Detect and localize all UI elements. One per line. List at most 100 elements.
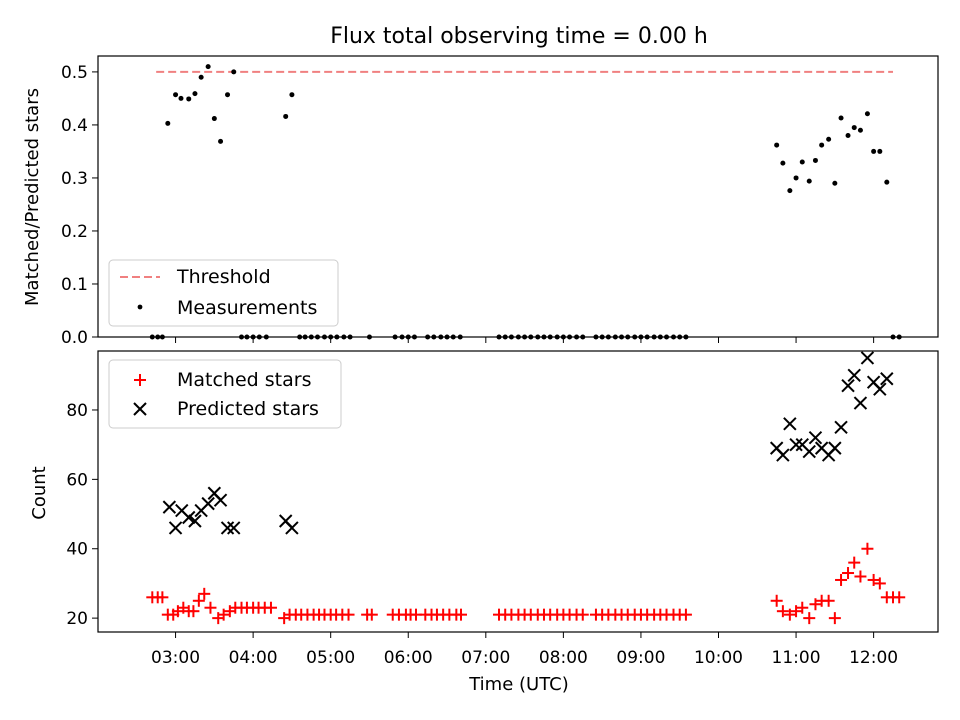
predicted-star-point bbox=[847, 368, 861, 382]
predicted-star-point bbox=[834, 420, 848, 435]
count-legend: Matched stars Predicted stars bbox=[108, 359, 342, 429]
matched-star-point bbox=[187, 605, 200, 618]
matched-star-point bbox=[217, 608, 230, 621]
x-tick-label: 03:00 bbox=[151, 648, 200, 668]
measurement-point bbox=[871, 148, 877, 154]
count-plot-panel: 20 40 60 80 03:00 04:00 05:00 06:00 07:00 08:00 0… bbox=[29, 350, 939, 695]
x-tick-label: 12:00 bbox=[849, 648, 898, 668]
measurement-point bbox=[165, 120, 171, 126]
count-y-tick-label: 80 bbox=[66, 401, 88, 421]
measurement-point bbox=[218, 138, 224, 144]
measurement-point bbox=[812, 157, 818, 163]
predicted-star-point bbox=[168, 521, 183, 535]
x-tick-label: 10:00 bbox=[694, 648, 743, 668]
count-y-tick-label: 20 bbox=[66, 609, 88, 629]
measurement-point bbox=[205, 64, 211, 70]
matched-star-point bbox=[828, 612, 841, 625]
predicted-star-point bbox=[789, 437, 803, 452]
legend-matched-label: Matched stars bbox=[177, 369, 311, 391]
measurement-point bbox=[884, 179, 890, 185]
predicted-star-point bbox=[783, 417, 797, 431]
measurement-point bbox=[198, 74, 204, 80]
measurement-point bbox=[780, 160, 786, 166]
measurement-point bbox=[178, 95, 184, 101]
matched-star-point bbox=[770, 594, 783, 607]
measurement-point bbox=[864, 111, 870, 117]
ratio-y-axis-label: Matched/Predicted stars bbox=[22, 88, 43, 306]
measurement-point bbox=[225, 92, 231, 98]
measurement-point bbox=[173, 92, 179, 98]
ratio-y-tick-label: 0.2 bbox=[61, 222, 88, 242]
matched-star-point bbox=[198, 587, 211, 600]
measurement-point bbox=[289, 92, 295, 98]
measurement-point bbox=[186, 96, 192, 102]
matched-star-point bbox=[848, 556, 861, 569]
x-tick-label: 07:00 bbox=[461, 648, 510, 668]
legend-measurements-swatch bbox=[137, 304, 143, 310]
x-tick-label: 11:00 bbox=[772, 648, 821, 668]
predicted-star-point bbox=[162, 500, 177, 514]
legend-measurements-label: Measurements bbox=[177, 297, 317, 319]
predicted-star-point bbox=[802, 444, 816, 459]
predicted-star-point bbox=[776, 448, 790, 462]
predicted-star-point bbox=[201, 496, 215, 511]
legend-matched-swatch bbox=[134, 374, 146, 386]
ratio-y-tick-label: 0.4 bbox=[61, 116, 88, 136]
ratio-y-tick-label: 0.1 bbox=[61, 275, 88, 295]
predicted-star-point bbox=[213, 493, 228, 507]
predicted-star-point bbox=[220, 521, 235, 535]
matched-star-point bbox=[264, 601, 277, 614]
predicted-star-point bbox=[873, 382, 887, 396]
ratio-legend: Threshold Measurements bbox=[108, 259, 339, 327]
x-tick-label: 09:00 bbox=[616, 648, 665, 668]
matched-star-point bbox=[854, 570, 867, 583]
legend-predicted-swatch bbox=[133, 402, 147, 416]
predicted-star-point bbox=[182, 510, 196, 525]
ratio-plot-frame bbox=[97, 55, 939, 338]
count-y-tick-label: 40 bbox=[66, 540, 88, 560]
matched-star-point bbox=[867, 573, 880, 586]
legend-threshold-label: Threshold bbox=[176, 266, 271, 288]
x-tick-label: 06:00 bbox=[384, 648, 433, 668]
measurement-point bbox=[845, 133, 851, 139]
measurement-point bbox=[806, 178, 812, 184]
measurement-point bbox=[832, 180, 838, 186]
measurement-point bbox=[826, 136, 832, 142]
measurement-point bbox=[851, 125, 857, 131]
measurement-point bbox=[787, 188, 793, 194]
x-axis-label: Time (UTC) bbox=[468, 674, 569, 695]
ratio-plot-panel: 0.0 0.1 0.2 0.3 0.4 0.5 Matched/Predicted sta… bbox=[22, 55, 939, 348]
predicted-star-point bbox=[188, 514, 202, 528]
measurement-point bbox=[793, 175, 799, 181]
measurement-point bbox=[877, 148, 883, 154]
measurement-point bbox=[211, 116, 217, 122]
matched-star-point bbox=[893, 591, 906, 604]
chart-title: Flux total observing time = 0.00 h bbox=[330, 24, 708, 49]
matched-star-point bbox=[861, 542, 874, 555]
predicted-star-point bbox=[808, 431, 823, 445]
matched-star-point bbox=[835, 573, 848, 586]
legend-predicted-label: Predicted stars bbox=[177, 398, 319, 420]
measurement-point bbox=[192, 91, 198, 97]
matched-star-point bbox=[204, 601, 217, 614]
measurement-point bbox=[231, 69, 237, 75]
predicted-star-point bbox=[841, 378, 855, 393]
matched-star-point bbox=[783, 608, 796, 621]
matched-star-point bbox=[796, 601, 809, 614]
predicted-star-point bbox=[860, 351, 875, 365]
matched-star-point bbox=[342, 608, 355, 621]
predicted-star-point bbox=[285, 521, 299, 535]
measurement-point bbox=[838, 115, 844, 121]
predicted-star-point bbox=[853, 396, 868, 410]
measurement-point bbox=[857, 127, 863, 133]
predicted-star-point bbox=[828, 441, 842, 455]
matched-star-point bbox=[873, 577, 886, 590]
matched-star-point bbox=[803, 612, 816, 625]
x-tick-label: 05:00 bbox=[306, 648, 355, 668]
measurement-point bbox=[283, 113, 289, 119]
ratio-y-tick-label: 0.3 bbox=[61, 169, 88, 189]
matched-star-point bbox=[809, 598, 822, 611]
matched-star-point bbox=[365, 608, 378, 621]
x-tick-label: 04:00 bbox=[229, 648, 278, 668]
